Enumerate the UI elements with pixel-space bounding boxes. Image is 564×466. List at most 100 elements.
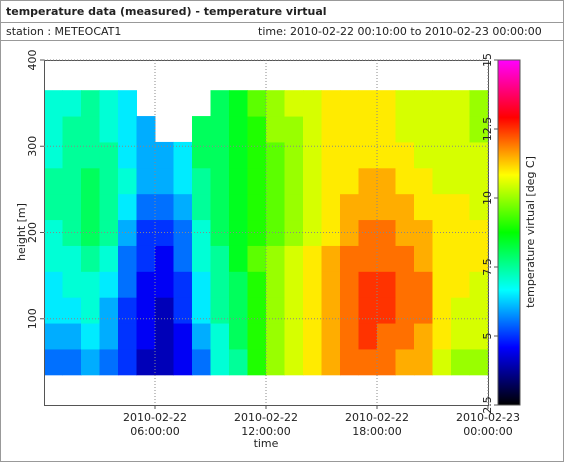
heat-cell xyxy=(266,116,285,143)
heat-cell xyxy=(192,271,211,298)
heat-cell xyxy=(44,141,63,169)
heat-cell xyxy=(377,90,396,117)
heat-cell xyxy=(229,245,248,272)
heat-cell xyxy=(284,90,304,117)
title: temperature data (measured) - temperatur… xyxy=(6,5,327,18)
heat-cell xyxy=(229,323,248,350)
heat-cell xyxy=(44,245,63,272)
heat-cell xyxy=(81,271,100,298)
heat-cell xyxy=(247,297,267,324)
heat-cell xyxy=(229,219,248,246)
colorbar-tick-label: 10 xyxy=(481,191,494,205)
heat-cell xyxy=(173,323,193,350)
heat-cell xyxy=(229,116,248,143)
heat-cell xyxy=(155,323,174,350)
heat-cell xyxy=(340,219,359,246)
heat-cell xyxy=(395,116,415,143)
heat-cell xyxy=(284,116,304,143)
heat-cell xyxy=(173,141,193,169)
heat-cell xyxy=(136,116,156,143)
x-tick-label: 06:00:00 xyxy=(130,425,179,438)
heat-cell xyxy=(358,90,378,117)
heat-cell xyxy=(358,348,378,376)
heat-cell xyxy=(247,245,267,272)
heat-cell xyxy=(44,90,63,117)
heat-cell xyxy=(284,348,304,376)
heat-cell xyxy=(451,297,470,324)
heat-cell xyxy=(321,116,341,143)
heat-cell xyxy=(62,193,82,221)
heat-cell xyxy=(377,323,396,350)
heat-cell xyxy=(340,193,359,221)
heat-cell xyxy=(303,167,322,195)
heat-cell xyxy=(62,90,82,117)
heat-cell xyxy=(321,297,341,324)
heat-cell xyxy=(210,323,230,350)
heat-cell xyxy=(229,297,248,324)
heat-cell xyxy=(173,245,193,272)
heat-cell xyxy=(432,116,452,143)
heat-cell xyxy=(303,348,322,376)
heat-cell xyxy=(414,348,433,376)
heat-cell xyxy=(358,323,378,350)
heat-cell xyxy=(136,167,156,195)
heat-cell xyxy=(118,141,137,169)
heat-cell xyxy=(247,193,267,221)
heat-cell xyxy=(81,219,100,246)
y-tick-label: 200 xyxy=(26,222,39,243)
heat-cell xyxy=(173,271,193,298)
heat-cell xyxy=(266,167,285,195)
heat-cell xyxy=(358,245,378,272)
heat-cell xyxy=(155,245,174,272)
heat-cell xyxy=(303,271,322,298)
x-tick-label: 2010-02-22 xyxy=(234,411,298,424)
heat-cell xyxy=(81,348,100,376)
y-tick-label: 400 xyxy=(26,50,39,71)
heat-cell xyxy=(229,271,248,298)
heat-cell xyxy=(247,323,267,350)
heat-cell xyxy=(81,193,100,221)
heat-cell xyxy=(192,116,211,143)
heat-cell xyxy=(192,323,211,350)
x-tick-label: 2010-02-22 xyxy=(345,411,409,424)
heat-cell xyxy=(118,116,137,143)
heat-cell xyxy=(321,348,341,376)
heat-cell xyxy=(284,323,304,350)
heat-cell xyxy=(414,141,433,169)
heat-cell xyxy=(81,297,100,324)
heat-cell xyxy=(99,219,119,246)
heat-cell xyxy=(210,116,230,143)
heat-cell xyxy=(340,323,359,350)
heat-cell xyxy=(340,297,359,324)
heat-cell xyxy=(229,348,248,376)
heat-cell xyxy=(377,167,396,195)
heat-cell xyxy=(321,219,341,246)
heat-cell xyxy=(414,193,433,221)
heat-cell xyxy=(451,219,470,246)
heat-cell xyxy=(266,141,285,169)
colorbar-tick-label: 7.5 xyxy=(481,258,494,276)
heat-cell xyxy=(414,167,433,195)
heat-cell xyxy=(395,90,415,117)
x-tick-label: 12:00:00 xyxy=(241,425,290,438)
heat-cell xyxy=(99,90,119,117)
heat-cell xyxy=(469,348,489,376)
heat-cell xyxy=(155,193,174,221)
heat-cell xyxy=(62,323,82,350)
heat-cell xyxy=(395,193,415,221)
heat-cell xyxy=(210,141,230,169)
heat-cell xyxy=(303,193,322,221)
heat-cell xyxy=(247,141,267,169)
heat-cell xyxy=(118,297,137,324)
heat-cell xyxy=(44,193,63,221)
heat-cell xyxy=(210,167,230,195)
heat-cell xyxy=(136,141,156,169)
heat-cell xyxy=(210,348,230,376)
heat-cell xyxy=(266,271,285,298)
colorbar-tick-label: 15 xyxy=(481,53,494,67)
heat-cell xyxy=(99,297,119,324)
heat-cell xyxy=(340,141,359,169)
heat-cell xyxy=(432,141,452,169)
heat-cell xyxy=(99,193,119,221)
